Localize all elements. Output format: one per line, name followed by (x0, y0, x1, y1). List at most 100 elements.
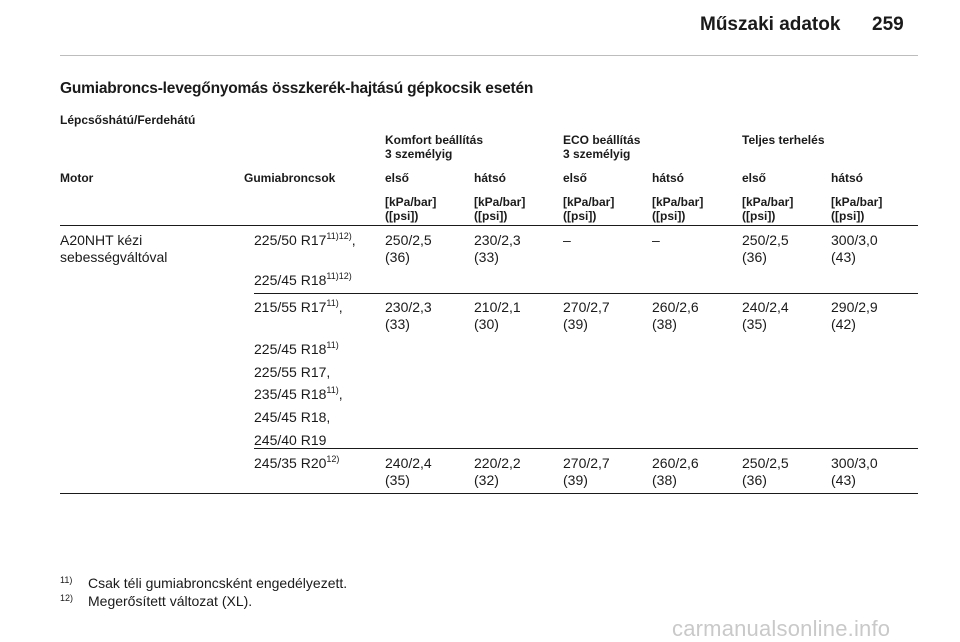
footnote-mark: 12) (60, 593, 74, 603)
tyre-size: 245/35 R2012) (254, 455, 339, 472)
pressure-value: 230/2,3 (33) (474, 232, 521, 266)
pressure-value: 240/2,4 (35) (742, 299, 789, 333)
pressure-value: 230/2,3 (33) (385, 299, 432, 333)
motor-line: sebességváltóval (60, 249, 168, 265)
unit-line: [kPa/bar] (385, 195, 437, 209)
pressure-psi: (33) (385, 316, 410, 332)
pressure-value: 260/2,6 (38) (652, 299, 699, 333)
tyre-size: 245/45 R18, (254, 409, 330, 426)
pressure-kpa-bar: 260/2,6 (652, 455, 699, 471)
footnote: 11) Csak téli gumiabroncsként engedélyeze… (60, 572, 347, 591)
pressure-psi: (36) (742, 249, 767, 265)
pressure-psi: (36) (385, 249, 410, 265)
tyre-size: 245/40 R19 (254, 432, 326, 449)
pressure-psi: (36) (742, 472, 767, 488)
tyre-size: 215/55 R1711), (254, 299, 343, 316)
unit-line: ([psi]) (831, 209, 865, 223)
footnote-ref: 11) (326, 385, 339, 395)
unit-line: ([psi]) (742, 209, 776, 223)
pressure-psi: (39) (563, 472, 588, 488)
footnote: 12) Megerősített változat (XL). (60, 590, 252, 609)
pressure-psi: (39) (563, 316, 588, 332)
pressure-psi: (38) (652, 472, 677, 488)
column-header-komfort-rear: hátsó (474, 171, 507, 185)
footnote-ref: 12) (326, 454, 340, 464)
unit-line: [kPa/bar] (563, 195, 615, 209)
unit-line: ([psi]) (563, 209, 597, 223)
pressure-kpa-bar: 290/2,9 (831, 299, 878, 315)
unit-header: [kPa/bar] ([psi]) (652, 195, 703, 223)
pressure-psi: (35) (742, 316, 767, 332)
tyre-size: 235/45 R1811), (254, 386, 343, 403)
unit-line: [kPa/bar] (831, 195, 883, 209)
tyre-size: 225/55 R17, (254, 364, 330, 381)
pressure-psi: (30) (474, 316, 499, 332)
tyre-size-text: 235/45 R18 (254, 386, 327, 402)
group-header-komfort-line1: Komfort beállítás (385, 133, 484, 147)
pressure-value: – (652, 232, 660, 249)
pressure-value: 250/2,5 (36) (742, 232, 789, 266)
unit-header: [kPa/bar] ([psi]) (474, 195, 525, 223)
pressure-value: 300/3,0 (43) (831, 232, 878, 266)
pressure-kpa-bar: – (652, 232, 660, 248)
unit-line: ([psi]) (652, 209, 686, 223)
group-header-komfort: Komfort beállítás 3 személyig (385, 133, 483, 161)
pressure-kpa-bar: 230/2,3 (385, 299, 432, 315)
pressure-value: – (563, 232, 571, 249)
pressure-psi: (38) (652, 316, 677, 332)
pressure-kpa-bar: 250/2,5 (385, 232, 432, 248)
column-header-eco-rear: hátsó (652, 171, 685, 185)
footnote-ref: 11) (326, 340, 339, 350)
pressure-kpa-bar: 270/2,7 (563, 299, 610, 315)
tyre-size-text: 245/45 R18, (254, 409, 331, 425)
footnote-mark: 11) (60, 575, 73, 585)
group-header-full-load: Teljes terhelés (742, 133, 825, 147)
footnote-text: Csak téli gumiabroncsként engedélyezett. (88, 575, 348, 591)
pressure-kpa-bar: 250/2,5 (742, 455, 789, 471)
section-title: Gumiabroncs-levegőnyomás összkerék-hajtá… (60, 80, 534, 97)
pressure-kpa-bar: 250/2,5 (742, 232, 789, 248)
unit-header: [kPa/bar] ([psi]) (742, 195, 793, 223)
column-header-komfort-front: első (385, 171, 410, 185)
tyre-size-suffix: , (351, 232, 356, 248)
footnote-ref: 11)12) (326, 231, 352, 241)
unit-header: [kPa/bar] ([psi]) (385, 195, 436, 223)
column-header-full-front: első (742, 171, 767, 185)
footnote-ref: 11) (326, 298, 339, 308)
tyre-size-text: 245/40 R19 (254, 432, 327, 448)
column-header-motor: Motor (60, 171, 94, 185)
group-header-eco: ECO beállítás 3 személyig (563, 133, 640, 161)
pressure-psi: (32) (474, 472, 499, 488)
pressure-psi: (43) (831, 472, 856, 488)
watermark: carmanualsonline.info (672, 616, 891, 641)
pressure-value: 210/2,1 (30) (474, 299, 521, 333)
row-divider (254, 293, 918, 294)
pressure-kpa-bar: 220/2,2 (474, 455, 521, 471)
column-header-eco-front: első (563, 171, 588, 185)
unit-header: [kPa/bar] ([psi]) (563, 195, 614, 223)
tyre-size-suffix: , (338, 386, 343, 402)
motor-cell: A20NHT kézi sebességváltóval (60, 232, 167, 266)
footnote-text: Megerősített változat (XL). (88, 593, 253, 609)
pressure-psi: (43) (831, 249, 856, 265)
tyre-size: 225/50 R1711)12), (254, 232, 356, 249)
pressure-value: 220/2,2 (32) (474, 455, 521, 489)
pressure-value: 290/2,9 (42) (831, 299, 878, 333)
unit-line: [kPa/bar] (652, 195, 704, 209)
tyre-size-text: 225/45 R18 (254, 272, 327, 288)
group-header-eco-line1: ECO beállítás (563, 133, 641, 147)
tyre-size-suffix: , (338, 299, 343, 315)
column-header-tyres: Gumiabroncsok (244, 171, 336, 185)
pressure-kpa-bar: – (563, 232, 571, 248)
pressure-psi: (42) (831, 316, 856, 332)
tyre-size-text: 215/55 R17 (254, 299, 327, 315)
footnote-ref: 11)12) (326, 271, 352, 281)
pressure-value: 240/2,4 (35) (385, 455, 432, 489)
pressure-value: 250/2,5 (36) (385, 232, 432, 266)
group-header-komfort-line2: 3 személyig (385, 147, 453, 161)
tyre-size: 225/45 R1811)12) (254, 272, 352, 289)
pressure-value: 300/3,0 (43) (831, 455, 878, 489)
header-divider (60, 55, 918, 56)
tyre-size-text: 225/55 R17, (254, 364, 331, 380)
tyre-size-text: 225/50 R17 (254, 232, 327, 248)
